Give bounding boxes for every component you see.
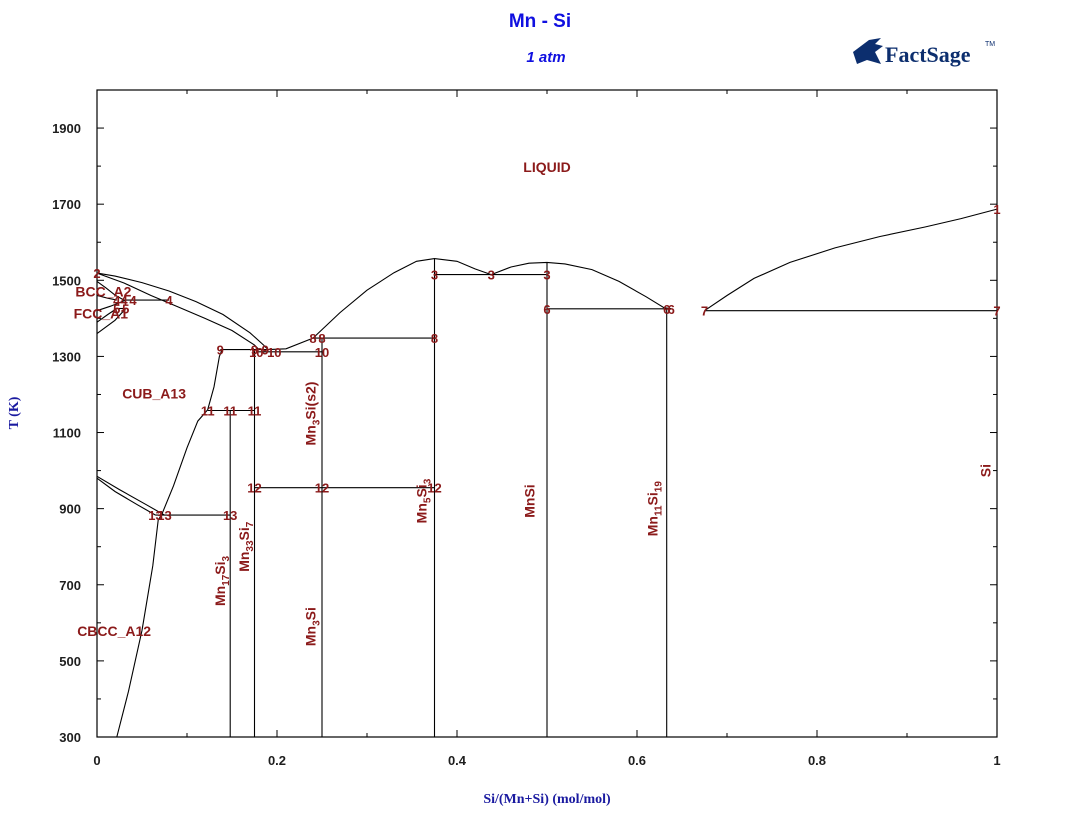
compound-label: Mn5Si3 xyxy=(413,478,433,523)
logo-tm: TM xyxy=(985,41,995,48)
y-tick-label: 300 xyxy=(59,730,81,745)
invariant-point-label: 10 xyxy=(315,345,329,360)
phase-boundary-line xyxy=(96,477,156,516)
phase-region-label: LIQUID xyxy=(523,159,570,175)
invariant-point-label: 11 xyxy=(201,403,215,418)
invariant-point-label: 6 xyxy=(663,302,670,317)
invariant-point-label: 10 xyxy=(267,345,281,360)
invariant-point-label: 12 xyxy=(247,481,261,496)
tick-labels: 0 0.2 0.4 0.6 0.8 130050070090011001300150017… xyxy=(52,121,1001,768)
phase-boundary-line xyxy=(96,294,117,301)
invariant-point-label: 11 xyxy=(248,403,262,418)
phase-boundary-line xyxy=(96,308,127,335)
y-tick-label: 700 xyxy=(59,578,81,593)
y-tick-label: 1100 xyxy=(53,426,81,441)
x-tick-label: 0.2 xyxy=(268,753,286,768)
phase-boundary-line xyxy=(267,337,314,351)
phase-boundary-line xyxy=(96,308,118,323)
phase-boundary-line xyxy=(96,272,260,350)
phase-boundary-line xyxy=(704,208,998,312)
invariant-point-label: 7 xyxy=(993,304,1000,319)
compound-label: Mn17Si3 xyxy=(212,555,232,606)
chart-title: Mn - Si xyxy=(509,11,571,32)
compound-label: Si xyxy=(978,464,994,477)
logo-text: FactSage xyxy=(885,42,971,67)
compound-label: Mn3Si xyxy=(303,607,323,646)
invariant-point-label: 10 xyxy=(249,345,263,360)
y-axis-label: T (K) xyxy=(7,396,22,429)
compound-label: Mn33Si7 xyxy=(236,521,256,572)
phase-region-label: BCC_A2 xyxy=(75,283,131,299)
invariant-point-label: 13 xyxy=(223,508,237,523)
invariant-point-label: 8 xyxy=(309,331,316,346)
logo-swoosh-icon xyxy=(853,38,883,64)
phase-region-label: CUB_A13 xyxy=(122,385,186,401)
invariant-point-label: 9 xyxy=(251,343,258,358)
invariant-point-label: 9 xyxy=(217,343,224,358)
invariant-point-label: 5 xyxy=(122,301,129,316)
invariant-point-label: 3 xyxy=(543,268,550,283)
x-tick-label: 0 xyxy=(93,753,100,768)
invariant-point-label: 4 xyxy=(120,293,128,308)
phase-boundary-line xyxy=(116,349,223,738)
y-tick-label: 900 xyxy=(59,502,81,517)
invariant-point-label: 8 xyxy=(318,331,325,346)
factsage-logo: FactSage TM xyxy=(853,38,995,67)
compound-label: Mn11Si19 xyxy=(645,481,665,537)
invariant-point-label: 4 xyxy=(113,293,121,308)
chart-subtitle: 1 atm xyxy=(526,49,565,66)
invariant-point-label: 12 xyxy=(315,481,329,496)
axis-ticks xyxy=(96,89,998,738)
x-tick-label: 1 xyxy=(993,753,1000,768)
phase-region-label: CBCC_A12 xyxy=(77,623,151,639)
y-tick-label: 1500 xyxy=(52,273,81,288)
invariant-point-label: 11 xyxy=(223,403,237,418)
phase-boundaries xyxy=(96,208,998,738)
phase-region-label: FCC_A1 xyxy=(74,305,129,321)
invariant-point-label: 3 xyxy=(488,268,495,283)
x-tick-label: 0.6 xyxy=(628,753,646,768)
y-tick-label: 1900 xyxy=(52,121,81,136)
phase-boundary-line xyxy=(312,258,492,339)
invariant-point-label: 5 xyxy=(113,301,120,316)
invariant-point-label: 1 xyxy=(993,202,1000,217)
invariant-point-label: 7 xyxy=(701,304,708,319)
invariant-point-label: 12 xyxy=(427,481,441,496)
y-tick-label: 1700 xyxy=(52,197,81,212)
phase-boundary-line xyxy=(96,280,125,301)
invariant-point-label: 13 xyxy=(148,508,162,523)
invariant-point-label: 13 xyxy=(157,508,171,523)
y-tick-label: 1300 xyxy=(52,349,81,364)
x-tick-label: 0.8 xyxy=(808,753,826,768)
invariant-point-label: 6 xyxy=(668,302,675,317)
invariant-point-label: 8 xyxy=(431,331,438,346)
invariant-point-label: 2 xyxy=(93,266,100,281)
compound-label: Mn3Si(s2) xyxy=(303,382,323,446)
y-tick-label: 500 xyxy=(59,654,81,669)
compound-label: MnSi xyxy=(521,484,537,517)
x-axis-label: Si/(Mn+Si) (mol/mol) xyxy=(483,792,611,807)
phase-boundary-line xyxy=(96,475,165,516)
phase-boundary-line xyxy=(96,299,127,312)
invariant-point-label: 9 xyxy=(262,343,269,358)
invariant-point-label: 4 xyxy=(129,293,137,308)
phase-boundary-line xyxy=(491,261,672,310)
x-tick-label: 0.4 xyxy=(448,753,467,768)
invariant-point-label: 4 xyxy=(165,293,173,308)
phase-boundary-line xyxy=(96,272,269,350)
invariant-point-label: 6 xyxy=(543,302,550,317)
invariant-point-label: 3 xyxy=(431,268,438,283)
